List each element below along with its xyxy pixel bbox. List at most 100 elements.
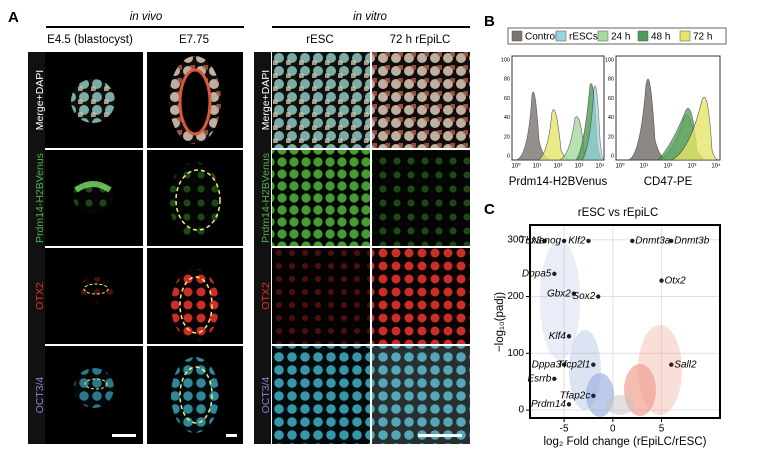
point-cloud: [540, 240, 682, 417]
point-label: Tfap2c: [560, 391, 591, 402]
outline: [179, 366, 213, 424]
embryo: [178, 68, 212, 136]
point: [542, 238, 547, 244]
micrographs: [28, 52, 470, 444]
y-tick-label: 0: [611, 153, 614, 159]
panel-label: B: [484, 13, 495, 30]
y-tick-label: 0: [507, 153, 510, 159]
x-tick-label: 10³: [575, 164, 584, 170]
point: [571, 291, 577, 296]
scale-bar: [418, 434, 462, 437]
x-tick-label: 0: [610, 424, 616, 435]
point-label: Esrrb: [527, 373, 551, 384]
y-tick-label: 40: [608, 115, 614, 121]
micrograph: [272, 150, 370, 246]
point-label: Dnmt3b: [674, 236, 709, 247]
point-label: Gbx2: [547, 288, 571, 299]
x-tick-label: 10⁰: [615, 163, 625, 170]
y-tick-label: 60: [504, 96, 510, 102]
chart-title: rESC vs rEpiLC: [578, 207, 659, 219]
point: [669, 362, 674, 367]
panel-label: C: [484, 201, 495, 218]
x-tick-label: 10¹: [533, 164, 542, 170]
legend-swatch: [679, 30, 691, 42]
point: [591, 362, 596, 367]
point-label: Klf4: [549, 331, 567, 342]
point: [596, 294, 601, 299]
panel-label: A: [8, 9, 19, 26]
micrograph: [272, 248, 370, 344]
micrograph: [372, 346, 470, 444]
point: [566, 402, 572, 407]
point: [552, 271, 557, 277]
row-label: OCT3/4: [260, 376, 272, 413]
row-label: OTX2: [34, 282, 46, 310]
group-label: in vitro: [353, 11, 387, 23]
label-strip: [254, 52, 271, 444]
point: [586, 238, 591, 244]
point-label: Tfcp2l1: [558, 359, 591, 370]
embryo-signal: [74, 181, 112, 193]
y-tick-label: 20: [608, 134, 614, 140]
point-label: Dppa5: [522, 268, 552, 279]
axis-label: Prdm14-H2BVenus: [509, 176, 608, 188]
legend-swatch: [597, 30, 609, 42]
column-label: rESC: [306, 34, 333, 46]
legend-swatch: [637, 30, 649, 42]
embryo: [78, 277, 114, 303]
y-axis-label: −log₁₀(padj): [494, 292, 506, 352]
micrograph: [372, 248, 470, 344]
point-label: Tbx3: [519, 236, 542, 247]
embryo: [169, 162, 221, 238]
embryo: [74, 368, 114, 408]
y-tick-label: 40: [504, 115, 510, 121]
row-label: Merge+DAPI: [34, 70, 46, 130]
point-label: Prdm14: [531, 399, 566, 410]
point: [552, 376, 557, 382]
y-tick-label: 100: [605, 57, 614, 63]
row-label: OTX2: [260, 282, 272, 310]
group-label: in vivo: [130, 11, 163, 23]
x-tick-label: 10⁴: [711, 163, 721, 170]
point: [561, 362, 567, 367]
point-cloud-red: [638, 325, 682, 415]
point-label: Otx2: [665, 275, 687, 286]
histograms: [511, 55, 721, 161]
y-tick-label: 100: [501, 57, 510, 63]
histogram-curve: [627, 78, 669, 161]
legend-entries: Control rESCs 24 h 48 h 72 h: [511, 30, 712, 43]
scale-bar: [112, 434, 136, 437]
micrograph: [372, 52, 470, 148]
y-tick-label: 80: [504, 77, 510, 83]
column-label: E7.75: [179, 34, 209, 46]
point: [566, 334, 572, 339]
legend-label: 48 h: [651, 32, 670, 43]
x-tick-label: 10³: [688, 164, 697, 170]
y-tick-label: 0: [518, 405, 524, 416]
histogram-curve: [670, 96, 719, 161]
legend-label: rESCs: [569, 32, 598, 43]
micrograph: [372, 150, 470, 246]
point-label: Sox2: [572, 291, 595, 302]
x-tick-label: 10²: [554, 164, 563, 170]
column-label: E4.5 (blastocyst): [47, 34, 133, 46]
row-label: OCT3/4: [34, 376, 46, 413]
outline: [175, 169, 221, 231]
scale-bar: [226, 434, 237, 437]
point-cloud-blue: [569, 330, 601, 410]
x-tick-label: 5: [659, 424, 665, 435]
embryo: [71, 79, 115, 123]
y-tick-label: 300: [507, 234, 524, 245]
point-cloud-gray: [606, 395, 634, 415]
outline: [84, 378, 108, 390]
column-label: 72 h rEpiLC: [390, 34, 451, 46]
outline: [83, 283, 109, 295]
point: [630, 238, 635, 244]
outline: [179, 276, 213, 334]
point-label: Dppa3: [532, 359, 562, 370]
point: [659, 278, 664, 283]
micrograph: [272, 346, 370, 444]
point-label: Dnmt3a: [635, 236, 670, 247]
x-tick-label: -5: [560, 424, 569, 435]
